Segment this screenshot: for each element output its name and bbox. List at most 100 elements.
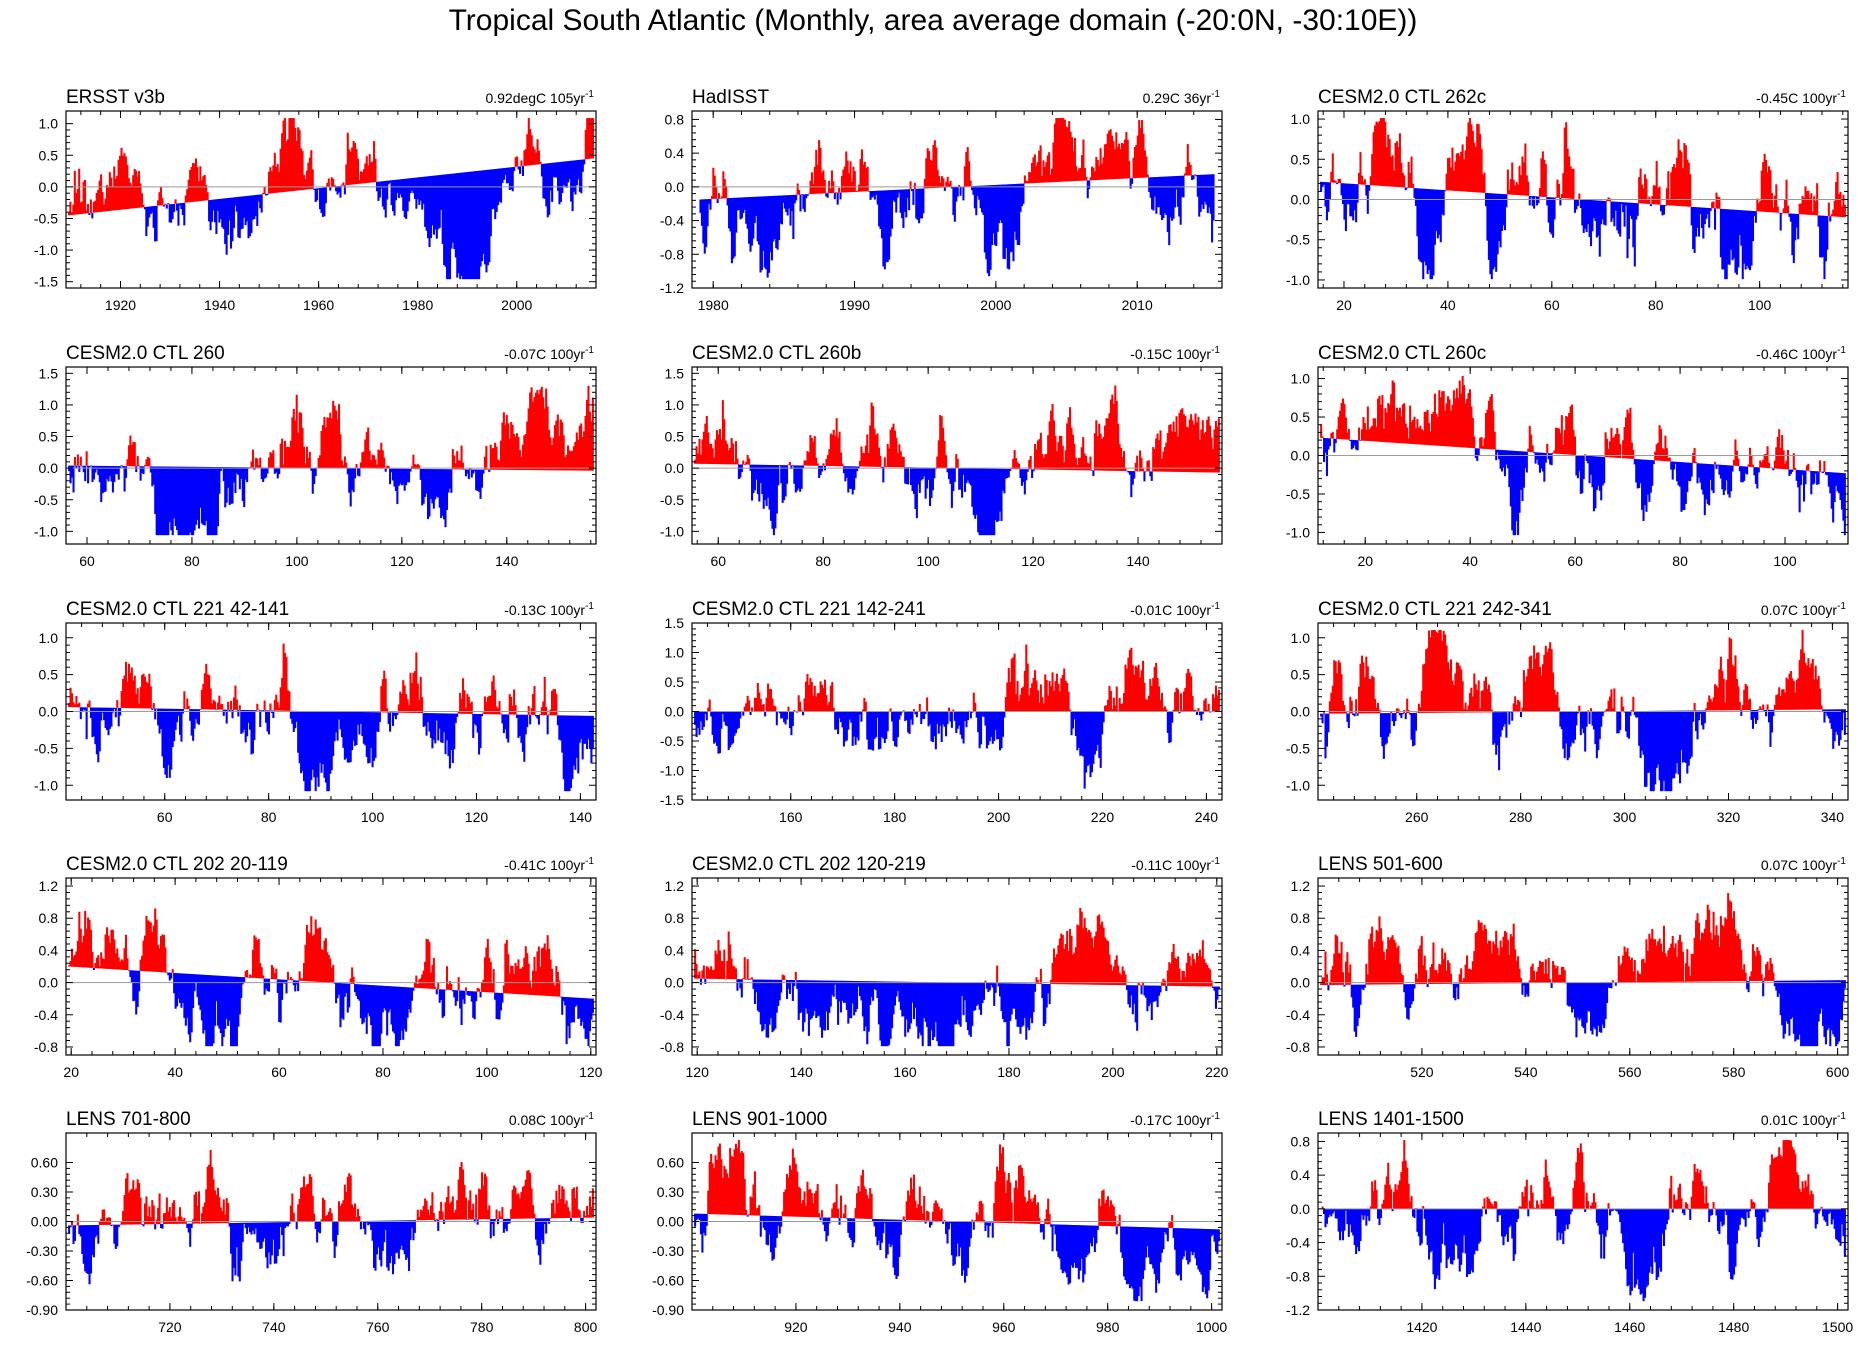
anomaly-bar <box>1324 713 1327 759</box>
anomaly-bar <box>514 705 517 715</box>
anomaly-bar <box>556 414 559 471</box>
anomaly-bar <box>740 197 743 219</box>
anomaly-bar <box>1449 167 1453 191</box>
anomaly-bar <box>942 711 945 725</box>
anomaly-bar <box>1358 172 1361 185</box>
anomaly-bar <box>454 990 457 1006</box>
anomaly-bar <box>210 199 214 222</box>
anomaly-bar <box>799 701 802 712</box>
anomaly-bar <box>228 197 231 221</box>
anomaly-bar <box>858 711 862 715</box>
anomaly-bar <box>819 465 822 475</box>
anomaly-bar <box>809 678 812 712</box>
anomaly-bar <box>1468 118 1471 192</box>
anomaly-bar <box>260 194 263 213</box>
anomaly-bar <box>434 469 437 500</box>
anomaly-bar <box>927 467 930 480</box>
anomaly-bar <box>1658 186 1661 205</box>
anomaly-bar <box>1496 193 1499 255</box>
anomaly-bar <box>429 176 433 239</box>
anomaly-bar <box>984 468 987 536</box>
anomaly-bar <box>1400 416 1403 444</box>
anomaly-bar <box>1004 468 1007 479</box>
anomaly-bar <box>473 171 476 280</box>
anomaly-bar <box>1614 434 1617 458</box>
anomaly-bar <box>588 411 591 471</box>
anomaly-bar <box>393 986 396 1034</box>
anomaly-bar <box>816 693 819 712</box>
anomaly-bar <box>549 959 552 997</box>
anomaly-bar <box>1503 450 1506 477</box>
anomaly-bar <box>834 435 837 467</box>
anomaly-bar <box>1139 450 1142 472</box>
anomaly-bar <box>486 169 489 266</box>
anomaly-bar <box>858 460 862 467</box>
anomaly-bar <box>752 464 755 494</box>
anomaly-bar <box>591 118 595 159</box>
anomaly-bar <box>282 979 285 984</box>
anomaly-bar <box>1541 452 1544 472</box>
anomaly-bar <box>1839 709 1842 740</box>
anomaly-bar <box>466 172 469 280</box>
xtick-label: 20 <box>63 1064 79 1080</box>
anomaly-bar <box>1791 678 1794 710</box>
anomaly-bar <box>101 465 104 494</box>
anomaly-bar <box>291 710 294 724</box>
anomaly-bar <box>437 469 440 498</box>
anomaly-bar <box>155 466 158 536</box>
anomaly-bar <box>575 997 578 1006</box>
anomaly-bar <box>825 980 828 1012</box>
anomaly-bar <box>1460 669 1463 713</box>
anomaly-bar <box>428 942 431 989</box>
anomaly-bar <box>953 711 956 721</box>
anomaly-bar <box>1375 121 1378 186</box>
anomaly-bar <box>1792 213 1795 264</box>
anomaly-bar <box>1816 679 1819 710</box>
anomaly-bar <box>1531 669 1534 712</box>
anomaly-bar <box>215 467 218 536</box>
anomaly-bar <box>1109 691 1112 712</box>
anomaly-bar <box>911 467 914 491</box>
anomaly-bar <box>937 440 940 468</box>
anomaly-bar <box>1502 450 1505 468</box>
anomaly-bar <box>211 975 214 1047</box>
xtick-label: 140 <box>495 553 519 569</box>
anomaly-bar <box>164 708 167 775</box>
anomaly-bar <box>1150 685 1153 712</box>
anomaly-bar <box>199 709 202 710</box>
anomaly-bar <box>759 464 762 484</box>
anomaly-bar <box>910 467 913 486</box>
anomaly-bar <box>1457 397 1460 448</box>
anomaly-bar <box>1506 169 1509 195</box>
anomaly-bar <box>393 712 396 716</box>
anomaly-bar <box>1467 393 1470 448</box>
anomaly-bar <box>389 986 392 1010</box>
anomaly-bar <box>810 172 813 195</box>
anomaly-bar <box>853 466 856 490</box>
anomaly-bar <box>1381 395 1384 442</box>
anomaly-bar <box>1134 665 1137 712</box>
anomaly-bar <box>804 980 808 1009</box>
anomaly-bar <box>707 707 710 712</box>
anomaly-bar <box>189 973 192 1043</box>
anomaly-bar <box>1587 710 1590 712</box>
anomaly-bar <box>1201 420 1204 473</box>
anomaly-bar <box>106 465 109 480</box>
anomaly-bar <box>1541 151 1544 197</box>
anomaly-bar <box>1664 205 1667 207</box>
anomaly-bar <box>548 163 551 215</box>
anomaly-bar <box>1706 207 1709 215</box>
anomaly-bar <box>858 981 862 997</box>
anomaly-bar <box>562 161 565 186</box>
anomaly-bar <box>1160 692 1164 712</box>
anomaly-bar <box>138 970 141 992</box>
anomaly-bar <box>1654 185 1657 205</box>
anomaly-bar <box>1213 697 1216 712</box>
anomaly-bar <box>1595 711 1598 759</box>
anomaly-bar <box>1216 695 1219 712</box>
xtick-label: 120 <box>579 1064 603 1080</box>
anomaly-bar <box>898 444 901 468</box>
anomaly-bar <box>962 186 965 201</box>
anomaly-bar <box>553 689 556 716</box>
